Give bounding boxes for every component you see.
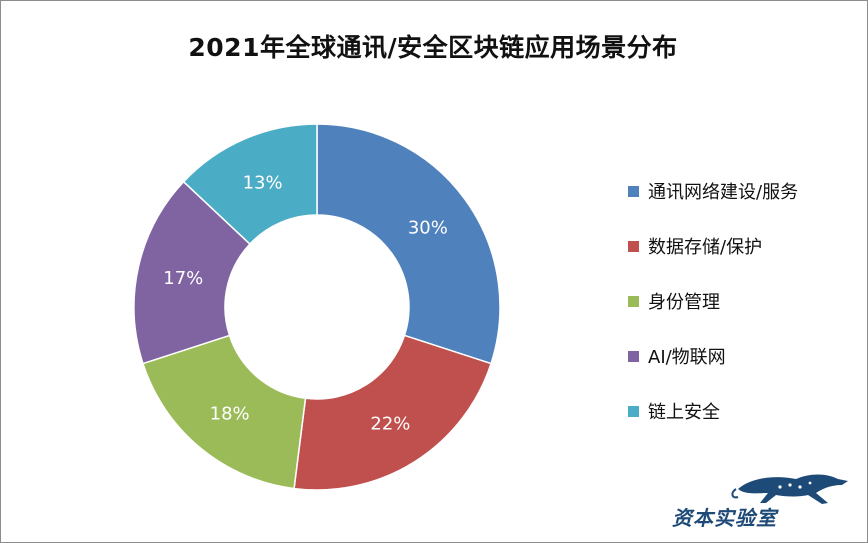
leopard-icon [731, 474, 848, 504]
slice-labels: 30% 22% 18% 17% 13% [163, 172, 448, 434]
watermark-text: 资本实验室 [672, 506, 777, 530]
slice-label-2: 22% [370, 414, 410, 435]
donut-slices [133, 123, 501, 491]
legend-label: 数据存储/保护 [648, 237, 763, 258]
watermark: 资本实验室 [668, 467, 858, 530]
legend-swatch [628, 186, 639, 197]
slice-label-4: 17% [163, 268, 203, 289]
donut-slice-2 [293, 334, 492, 491]
slice-label-5: 13% [243, 172, 283, 193]
donut-slice-3 [142, 334, 307, 490]
slice-label-1: 30% [408, 217, 448, 238]
legend-swatch [628, 351, 639, 362]
chart-title: 2021年全球通讯/安全区块链应用场景分布 [188, 33, 678, 62]
legend-label: AI/物联网 [648, 347, 726, 368]
slice-label-3: 18% [210, 404, 250, 425]
legend-label: 身份管理 [648, 292, 720, 313]
donut-slice-1 [316, 123, 501, 365]
legend-swatch [628, 406, 639, 417]
legend-swatch [628, 296, 639, 307]
donut-slice-4 [133, 180, 251, 365]
legend-label: 通讯网络建设/服务 [648, 182, 799, 203]
donut-slice-5 [182, 123, 318, 246]
legend-label: 链上安全 [648, 402, 720, 423]
legend-swatch [628, 241, 639, 252]
